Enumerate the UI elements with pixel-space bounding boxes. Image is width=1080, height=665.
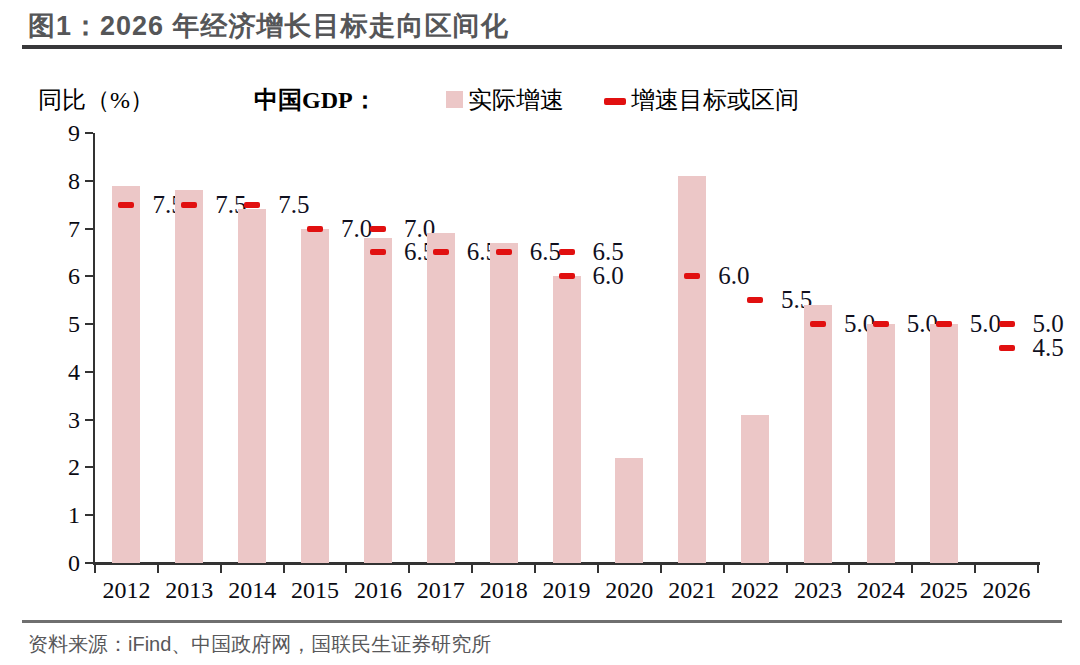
y-axis-tick (85, 275, 93, 277)
source-note: 资料来源：iFind、中国政府网，国联民生证券研究所 (28, 631, 491, 658)
y-axis-tick (85, 228, 93, 230)
y-axis-tick (85, 323, 93, 325)
x-axis-tick (848, 565, 850, 573)
target-dash-2014 (244, 202, 260, 208)
target-dash-2019 (559, 249, 575, 255)
plot-area: 012345678920127.520137.520147.520157.020… (0, 0, 1080, 665)
x-axis-tick (283, 565, 285, 573)
y-axis-tick-label: 7 (38, 214, 80, 244)
target-label-2014: 7.5 (278, 189, 334, 220)
y-axis-tick-label: 5 (38, 309, 80, 339)
x-axis-tick (911, 565, 913, 573)
x-axis-tick (94, 565, 96, 573)
y-axis-tick-label: 2 (38, 452, 80, 482)
y-axis-tick-label: 0 (38, 548, 80, 578)
x-axis-tick (157, 565, 159, 573)
y-axis-tick-label: 3 (38, 405, 80, 435)
target-dash-2021 (684, 273, 700, 279)
bar-2023 (804, 305, 832, 563)
bar-2022 (741, 415, 769, 563)
x-axis-tick (723, 565, 725, 573)
target-dash-2016 (370, 226, 386, 232)
target-dash-2026 (999, 321, 1015, 327)
y-axis-tick-label: 4 (38, 357, 80, 387)
target-dash-2018 (496, 249, 512, 255)
x-axis-tick (471, 565, 473, 573)
bar-2018 (490, 243, 518, 563)
y-axis-tick (85, 132, 93, 134)
target-dash-2012 (118, 202, 134, 208)
target-dash-2013 (181, 202, 197, 208)
y-axis-tick-label: 6 (38, 261, 80, 291)
y-axis-tick (85, 180, 93, 182)
x-axis-tick (345, 565, 347, 573)
x-axis-tick (597, 565, 599, 573)
target-dash-2023 (810, 321, 826, 327)
y-axis-tick (85, 562, 93, 564)
bar-2024 (867, 324, 895, 563)
target-label-2025: 5.0 (970, 308, 1026, 339)
y-axis-tick-label: 9 (38, 118, 80, 148)
x-axis-tick (1037, 565, 1039, 573)
x-axis-label-2024: 2024 (846, 575, 916, 605)
x-axis-label-2019: 2019 (532, 575, 602, 605)
y-axis-tick (85, 419, 93, 421)
y-axis-tick (85, 466, 93, 468)
bottom-rule (22, 620, 1062, 623)
x-axis-tick (408, 565, 410, 573)
x-axis-label-2026: 2026 (972, 575, 1042, 605)
y-axis-tick (85, 514, 93, 516)
bar-2015 (301, 229, 329, 563)
target-label-2021: 6.0 (718, 260, 774, 291)
target-label-2019: 6.0 (593, 260, 649, 291)
target-dash-2024 (873, 321, 889, 327)
x-axis-tick (786, 565, 788, 573)
y-axis-tick-label: 1 (38, 500, 80, 530)
x-axis-label-2015: 2015 (280, 575, 350, 605)
x-axis-label-2023: 2023 (783, 575, 853, 605)
target-label-2018: 6.5 (530, 236, 586, 267)
target-dash-2026 (999, 345, 1015, 351)
target-dash-2022 (747, 297, 763, 303)
x-axis-label-2020: 2020 (594, 575, 664, 605)
x-axis-label-2021: 2021 (657, 575, 727, 605)
target-dash-2016 (370, 249, 386, 255)
y-axis-tick (85, 371, 93, 373)
x-axis-label-2018: 2018 (469, 575, 539, 605)
bar-2013 (175, 190, 203, 563)
x-axis-label-2014: 2014 (217, 575, 287, 605)
target-dash-2017 (433, 249, 449, 255)
bar-2012 (112, 186, 140, 563)
x-axis-label-2017: 2017 (406, 575, 476, 605)
x-axis-label-2022: 2022 (720, 575, 790, 605)
bar-2017 (427, 233, 455, 563)
x-axis-label-2025: 2025 (909, 575, 979, 605)
x-axis-tick (660, 565, 662, 573)
y-axis-tick-label: 8 (38, 166, 80, 196)
x-axis-tick (220, 565, 222, 573)
bar-2020 (615, 458, 643, 563)
bar-2019 (553, 276, 581, 563)
report-figure: 图1：2026 年经济增长目标走向区间化 同比（%） 中国GDP： 实际增速 增… (0, 0, 1080, 665)
x-axis-tick (534, 565, 536, 573)
bar-2016 (364, 238, 392, 563)
bar-2021 (678, 176, 706, 563)
target-dash-2019 (559, 273, 575, 279)
target-dash-2025 (936, 321, 952, 327)
target-label-2026: 4.5 (1033, 332, 1080, 363)
x-axis-label-2012: 2012 (91, 575, 161, 605)
bar-2025 (930, 324, 958, 563)
x-axis-label-2013: 2013 (154, 575, 224, 605)
bar-2014 (238, 209, 266, 563)
x-axis-label-2016: 2016 (343, 575, 413, 605)
target-dash-2015 (307, 226, 323, 232)
x-axis-tick (974, 565, 976, 573)
y-axis-line (93, 133, 95, 563)
